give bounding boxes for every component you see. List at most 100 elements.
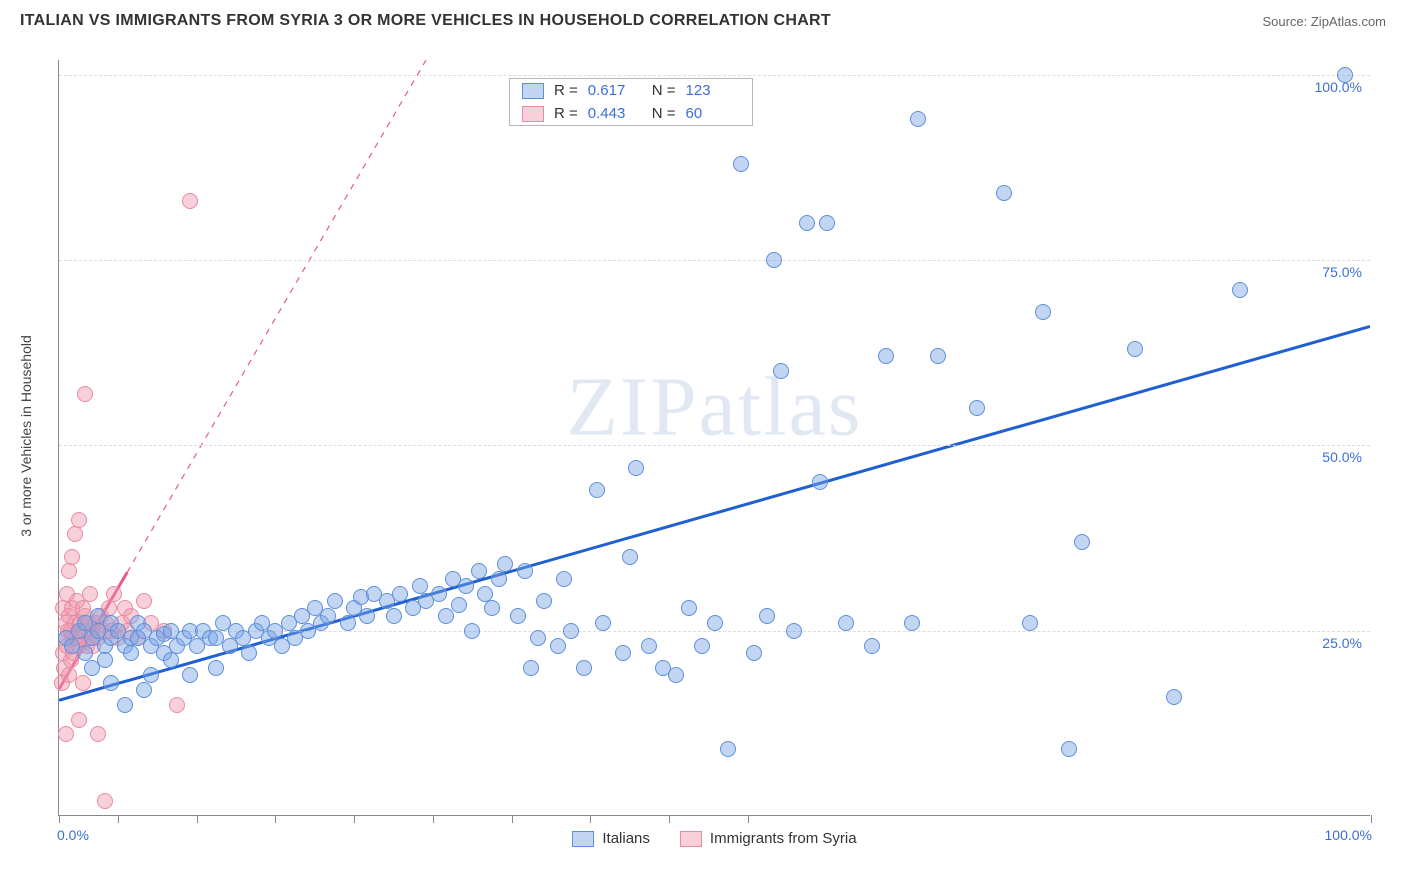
series-legend: Italians Immigrants from Syria (59, 830, 1370, 847)
data-point (510, 608, 526, 624)
data-point (996, 185, 1012, 201)
data-point (969, 400, 985, 416)
gridline-h (59, 75, 1370, 76)
data-point (799, 215, 815, 231)
data-point (904, 615, 920, 631)
gridline-h (59, 260, 1370, 261)
data-point (182, 193, 198, 209)
data-point (773, 363, 789, 379)
data-point (77, 386, 93, 402)
data-point (1166, 689, 1182, 705)
legend-item-italians: Italians (572, 830, 650, 847)
data-point (536, 593, 552, 609)
data-point (64, 549, 80, 565)
gridline-h (59, 445, 1370, 446)
data-point (523, 660, 539, 676)
data-point (668, 667, 684, 683)
watermark: ZIPatlas (567, 359, 863, 456)
data-point (576, 660, 592, 676)
x-tick (433, 815, 434, 823)
x-max-label: 100.0% (1325, 827, 1372, 843)
data-point (1035, 304, 1051, 320)
data-point (1074, 534, 1090, 550)
data-point (136, 593, 152, 609)
data-point (766, 252, 782, 268)
data-point (491, 571, 507, 587)
swatch-blue (522, 83, 544, 99)
data-point (464, 623, 480, 639)
data-point (615, 645, 631, 661)
x-tick (275, 815, 276, 823)
x-tick (197, 815, 198, 823)
data-point (71, 512, 87, 528)
source-label: Source: ZipAtlas.com (1262, 14, 1386, 29)
data-point (208, 660, 224, 676)
data-point (819, 215, 835, 231)
data-point (438, 608, 454, 624)
data-point (477, 586, 493, 602)
data-point (838, 615, 854, 631)
r-value-pink: 0.443 (588, 105, 642, 122)
data-point (451, 597, 467, 613)
data-point (1127, 341, 1143, 357)
swatch-pink (680, 831, 702, 847)
y-axis-title: 3 or more Vehicles in Household (18, 335, 34, 537)
data-point (628, 460, 644, 476)
n-value-pink: 60 (686, 105, 740, 122)
data-point (484, 600, 500, 616)
data-point (720, 741, 736, 757)
x-tick (354, 815, 355, 823)
data-point (327, 593, 343, 609)
data-point (556, 571, 572, 587)
data-point (103, 675, 119, 691)
data-point (386, 608, 402, 624)
swatch-blue (572, 831, 594, 847)
data-point (106, 586, 122, 602)
data-point (182, 667, 198, 683)
data-point (517, 563, 533, 579)
data-point (97, 793, 113, 809)
data-point (61, 563, 77, 579)
data-point (878, 348, 894, 364)
data-point (1232, 282, 1248, 298)
y-tick-label: 75.0% (1322, 264, 1362, 280)
r-label: R = (554, 105, 578, 122)
data-point (340, 615, 356, 631)
data-point (90, 726, 106, 742)
data-point (1337, 67, 1353, 83)
legend-row-blue: R = 0.617 N = 123 (510, 79, 752, 102)
data-point (864, 638, 880, 654)
data-point (550, 638, 566, 654)
data-point (471, 563, 487, 579)
data-point (707, 615, 723, 631)
data-point (169, 697, 185, 713)
data-point (1022, 615, 1038, 631)
n-label: N = (652, 82, 676, 99)
data-point (910, 111, 926, 127)
legend-label: Italians (602, 830, 650, 847)
data-point (563, 623, 579, 639)
data-point (58, 726, 74, 742)
chart-title: ITALIAN VS IMMIGRANTS FROM SYRIA 3 OR MO… (20, 12, 831, 30)
legend-item-syria: Immigrants from Syria (680, 830, 857, 847)
data-point (123, 645, 139, 661)
data-point (77, 645, 93, 661)
data-point (359, 608, 375, 624)
data-point (812, 474, 828, 490)
data-point (641, 638, 657, 654)
legend-label: Immigrants from Syria (710, 830, 857, 847)
y-tick-label: 25.0% (1322, 635, 1362, 651)
data-point (497, 556, 513, 572)
data-point (143, 667, 159, 683)
data-point (71, 712, 87, 728)
data-point (759, 608, 775, 624)
x-tick (118, 815, 119, 823)
chart-container: 3 or more Vehicles in Household ZIPatlas… (44, 46, 1384, 826)
data-point (392, 586, 408, 602)
y-tick-label: 100.0% (1315, 79, 1362, 95)
data-point (163, 652, 179, 668)
data-point (82, 586, 98, 602)
data-point (458, 578, 474, 594)
swatch-pink (522, 106, 544, 122)
r-value-blue: 0.617 (588, 82, 642, 99)
